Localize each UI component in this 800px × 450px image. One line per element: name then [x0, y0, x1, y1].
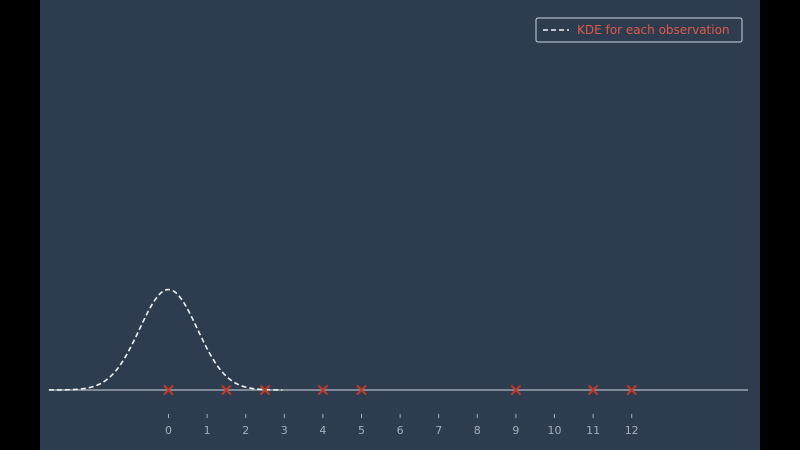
- x-axis-tick-labels: 0 1 2 3 4 5 6 7 8 9 10 11 12: [165, 424, 639, 437]
- observation-marker: [626, 385, 637, 395]
- x-tick-label: 1: [204, 424, 211, 437]
- x-tick-label: 5: [358, 424, 365, 437]
- legend-entry-kde: KDE for each observation: [577, 23, 730, 37]
- observation-marker: [356, 385, 367, 395]
- observation-marker: [317, 385, 328, 395]
- kde-curve: [48, 288, 283, 391]
- observation-marker: [260, 385, 270, 395]
- plot-area-background: [40, 0, 760, 450]
- x-axis-ticks: [168, 414, 633, 418]
- x-tick-label: 4: [319, 424, 326, 437]
- x-tick-label: 3: [281, 424, 288, 437]
- x-tick-label: 8: [474, 424, 481, 437]
- x-tick-label: 0: [165, 424, 172, 437]
- legend: KDE for each observation: [535, 17, 743, 43]
- observation-marker: [221, 385, 232, 395]
- legend-box: [535, 17, 743, 43]
- x-tick-label: 12: [625, 424, 639, 437]
- observation-marker: [163, 385, 174, 395]
- observation-marker: [510, 385, 521, 395]
- x-tick-label: 10: [548, 424, 562, 437]
- x-tick-label: 9: [512, 424, 519, 437]
- x-tick-label: 2: [242, 424, 249, 437]
- observation-marker: [588, 385, 599, 395]
- x-tick-label: 6: [397, 424, 404, 437]
- observation-markers: [163, 385, 637, 395]
- x-tick-label: 7: [435, 424, 442, 437]
- x-tick-label: 11: [586, 424, 600, 437]
